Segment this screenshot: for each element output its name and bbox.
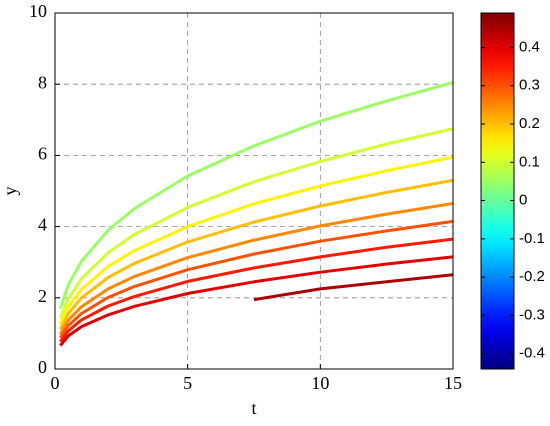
contour-line	[58, 178, 453, 330]
y-tick-label: 2	[38, 286, 47, 306]
y-tick-label: 6	[38, 144, 47, 164]
colorbar	[480, 12, 515, 370]
y-tick-label: 10	[29, 1, 47, 21]
colorbar-tick-label: 0.3	[519, 77, 540, 94]
contour-line	[59, 237, 453, 343]
colorbar-tick-label: 0.1	[519, 153, 540, 170]
colorbar-tick-label: -0.2	[519, 268, 545, 285]
plot-frame	[54, 12, 454, 370]
contour-line	[58, 127, 453, 319]
y-tick-label: 4	[38, 215, 47, 235]
y-tick-label: 0	[38, 357, 47, 377]
x-tick-label: 0	[51, 373, 60, 393]
x-tick-label: 5	[183, 373, 192, 393]
contour-line	[253, 273, 453, 302]
x-tick-label: 10	[311, 373, 329, 393]
x-tick-label: 15	[444, 373, 462, 393]
contour-line	[58, 80, 453, 309]
colorbar-tick-label: -0.3	[519, 306, 545, 323]
y-axis-label: y	[0, 187, 20, 196]
colorbar-tick-label: 0	[519, 192, 527, 209]
contour-line	[58, 202, 453, 335]
colorbar-tick-label: 0.2	[519, 115, 540, 132]
contour-line	[59, 255, 453, 347]
colorbar-tick-label: 0.4	[519, 38, 540, 55]
y-tick-label: 8	[38, 72, 47, 92]
contour-line	[58, 155, 453, 325]
colorbar-tick-label: -0.1	[519, 230, 545, 247]
contour-line	[59, 219, 453, 339]
colorbar-tick-label: -0.4	[519, 345, 545, 362]
x-axis-label: t	[251, 398, 256, 418]
